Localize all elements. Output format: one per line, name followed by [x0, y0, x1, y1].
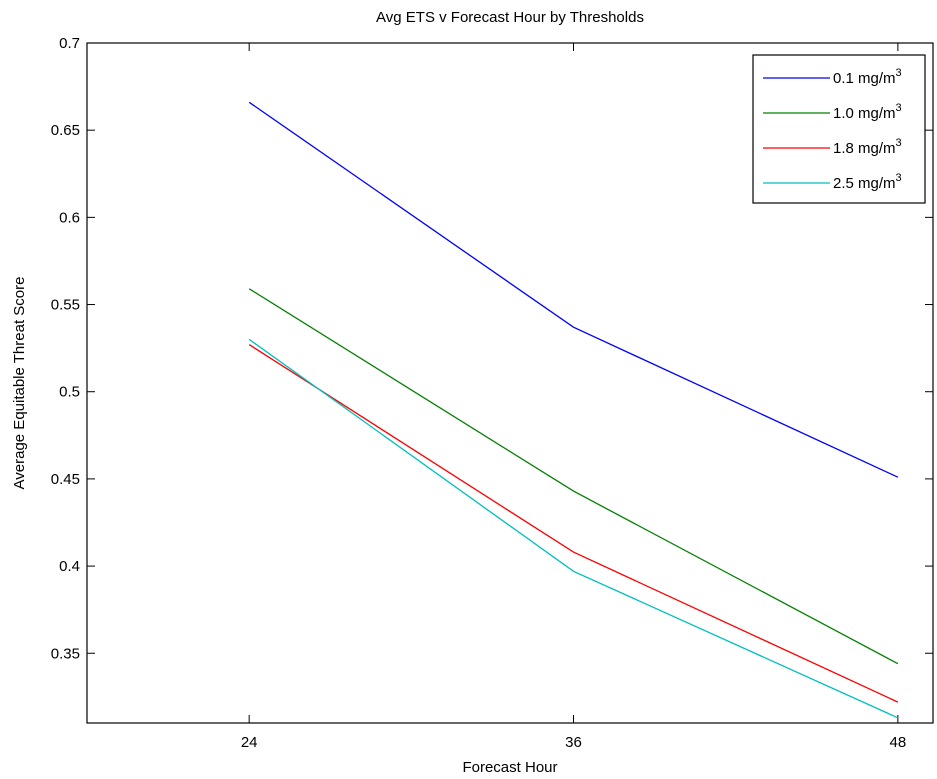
legend-label: 0.1 mg/m3 [833, 67, 902, 87]
chart-title: Avg ETS v Forecast Hour by Thresholds [376, 9, 644, 26]
y-tick-label: 0.45 [51, 471, 80, 488]
y-axis: 0.35 0.4 0.45 0.5 0.55 0.6 0.65 0.7 [51, 35, 933, 662]
series-line-4 [248, 338, 899, 719]
series-line-1 [248, 101, 899, 478]
y-tick-label: 0.7 [59, 35, 80, 52]
x-axis: 24 36 48 [241, 43, 906, 751]
y-tick-label: 0.65 [51, 122, 80, 139]
y-axis-label: Average Equitable Threat Score [11, 277, 28, 490]
x-tick-label: 48 [890, 734, 907, 751]
legend-label-text: 0.1 mg/m [833, 70, 896, 87]
legend: 0.1 mg/m31.0 mg/m31.8 mg/m32.5 mg/m3 [752, 54, 926, 204]
x-tick-label: 24 [241, 734, 258, 751]
legend-label-superscript: 3 [896, 137, 902, 149]
legend-label-superscript: 3 [896, 172, 902, 184]
y-tick-label: 0.5 [59, 384, 80, 401]
legend-label-superscript: 3 [896, 67, 902, 79]
x-tick-label: 36 [565, 734, 582, 751]
legend-label: 2.5 mg/m3 [833, 172, 902, 192]
legend-label: 1.0 mg/m3 [833, 102, 902, 122]
series-lines [248, 101, 899, 719]
series-line-3 [248, 344, 899, 703]
y-tick-label: 0.55 [51, 297, 80, 314]
legend-label-superscript: 3 [896, 102, 902, 114]
y-tick-label: 0.35 [51, 645, 80, 662]
y-tick-label: 0.6 [59, 209, 80, 226]
legend-label-text: 1.0 mg/m [833, 105, 896, 122]
x-axis-label: Forecast Hour [462, 759, 557, 776]
legend-box [752, 54, 926, 204]
legend-label-text: 2.5 mg/m [833, 175, 896, 192]
series-line-2 [248, 288, 899, 665]
legend-label: 1.8 mg/m3 [833, 137, 902, 157]
y-tick-label: 0.4 [59, 558, 80, 575]
legend-label-text: 1.8 mg/m [833, 140, 896, 157]
